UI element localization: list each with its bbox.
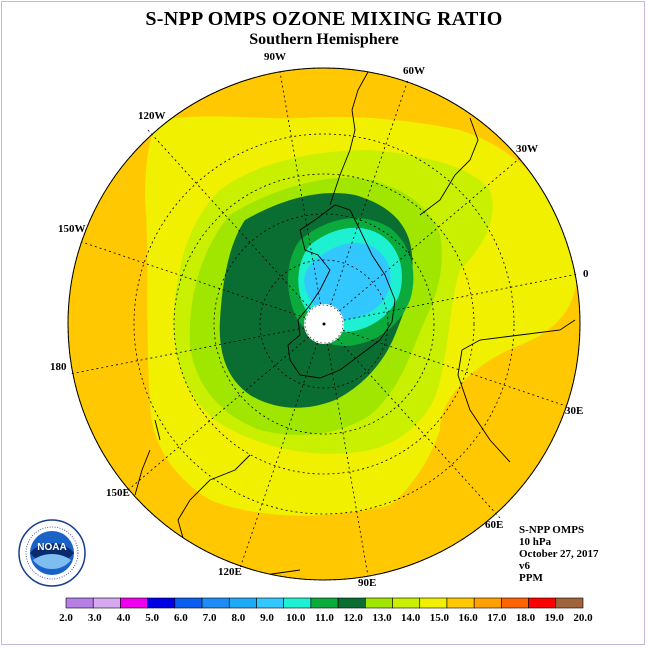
- new-zealand-coast: [134, 419, 161, 496]
- pole-hole: [304, 304, 344, 344]
- lon-label-90e: 90E: [358, 577, 376, 589]
- colorbar-swatch: [174, 597, 203, 609]
- colorbar-label: 7.0: [203, 612, 217, 624]
- colorbar-label: 15.0: [430, 612, 450, 624]
- colorbar-swatch: [446, 597, 475, 609]
- colorbar-swatch: [337, 597, 366, 609]
- colorbar-label: 20.0: [573, 612, 593, 624]
- antarctica-coast: [287, 204, 396, 379]
- colorbar-label: 9.0: [260, 612, 274, 624]
- lon-label-150w: 150W: [58, 223, 86, 235]
- info-block: S-NPP OMPS 10 hPa October 27, 2017 v6 PP…: [519, 524, 599, 584]
- info-line-date: October 27, 2017: [519, 548, 599, 560]
- colorbar-labels: 2.0 3.0 4.0 5.0 6.0 7.0 8.0 9.0 10.0 11.0 12.0 13.0…: [59, 612, 593, 624]
- colorbar-swatch: [201, 597, 230, 609]
- lon-label-90w: 90W: [264, 51, 286, 63]
- longitude-labels: 90W 60W 30W 0 30E 60E 90E 120E 150E 180 …: [50, 51, 589, 589]
- lon-label-60w: 60W: [403, 65, 425, 77]
- colorbar-swatch: [419, 597, 448, 609]
- colorbar-label: 10.0: [286, 612, 306, 624]
- lon-label-180: 180: [50, 361, 67, 373]
- colorbar-swatch: [365, 597, 393, 609]
- lon-label-0: 0: [583, 268, 589, 280]
- lon-label-60e: 60E: [485, 519, 503, 531]
- noaa-logo: NOAA: [18, 519, 86, 587]
- colorbar-label: 19.0: [545, 612, 565, 624]
- lon-label-120e: 120E: [218, 566, 242, 578]
- colorbar-swatch: [147, 597, 176, 609]
- colorbar-swatches: [65, 597, 584, 609]
- colorbar-swatch: [501, 597, 529, 609]
- colorbar-swatch: [528, 597, 557, 609]
- lon-label-30e: 30E: [565, 405, 583, 417]
- lon-label-120w: 120W: [138, 110, 166, 122]
- colorbar-label: 18.0: [516, 612, 536, 624]
- colorbar-label: 13.0: [372, 612, 392, 624]
- colorbar-swatch: [120, 597, 148, 609]
- colorbar-label: 16.0: [458, 612, 478, 624]
- colorbar-swatch: [473, 597, 502, 609]
- logo-text: NOAA: [37, 542, 66, 553]
- colorbar-label: 11.0: [315, 612, 334, 624]
- colorbar-label: 4.0: [117, 612, 131, 624]
- field-9ppm: [304, 242, 391, 320]
- colorbar-label: 5.0: [145, 612, 159, 624]
- colorbar-label: 2.0: [59, 612, 73, 624]
- map-subtitle: Southern Hemisphere: [249, 31, 399, 48]
- colorbar-swatch: [555, 597, 584, 609]
- colorbar-swatch: [310, 597, 339, 609]
- lon-label-30w: 30W: [516, 143, 538, 155]
- map-border: [67, 67, 581, 581]
- colorbar-swatch: [65, 597, 94, 609]
- colorbar-label: 17.0: [487, 612, 507, 624]
- colorbar-swatch: [283, 597, 312, 609]
- info-line-units: PPM: [519, 572, 543, 584]
- info-line-pressure: 10 hPa: [519, 536, 552, 548]
- colorbar-label: 12.0: [344, 612, 364, 624]
- info-line-version: v6: [519, 560, 530, 572]
- colorbar-swatch: [392, 597, 421, 609]
- antarctic-peninsula: [329, 109, 356, 206]
- colorbar-label: 8.0: [231, 612, 245, 624]
- colorbar-label: 6.0: [174, 612, 188, 624]
- colorbar-label: 3.0: [88, 612, 102, 624]
- colorbar-swatch: [92, 597, 121, 609]
- colorbar-swatch: [256, 597, 284, 609]
- info-line-instrument: S-NPP OMPS: [519, 524, 585, 536]
- lon-label-150e: 150E: [106, 487, 130, 499]
- colorbar-label: 14.0: [401, 612, 421, 624]
- map-title: S-NPP OMPS OZONE MIXING RATIO: [145, 8, 503, 30]
- africa-coast: [457, 319, 576, 463]
- colorbar-swatch: [228, 597, 257, 609]
